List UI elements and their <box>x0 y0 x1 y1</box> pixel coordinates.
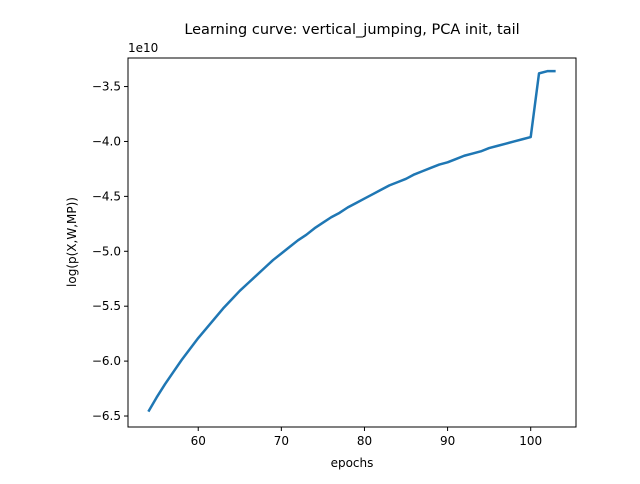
x-tick-label: 100 <box>519 434 542 448</box>
y-tick-label: −5.5 <box>92 299 121 313</box>
plot-frame <box>127 57 577 428</box>
plot-area: 60 70 80 90 100 −6.5 −6.0 −5.5 −5.0 −4.5 −4.0 −3.5 <box>92 57 577 448</box>
y-axis-label: log(p(X,W,MP)) <box>65 197 79 287</box>
y-offset-label: 1e10 <box>128 41 158 55</box>
y-tick-label: −6.5 <box>92 409 121 423</box>
y-tick-label: −6.0 <box>92 354 121 368</box>
x-tick-label: 70 <box>274 434 289 448</box>
y-tick-label: −4.5 <box>92 189 121 203</box>
y-tick-label: −3.5 <box>92 80 121 94</box>
chart-title: Learning curve: vertical_jumping, PCA in… <box>184 22 519 38</box>
y-tick-label: −5.0 <box>92 244 121 258</box>
x-tick-label: 60 <box>191 434 206 448</box>
x-tick-label: 80 <box>357 434 372 448</box>
y-tick-label: −4.0 <box>92 134 121 148</box>
x-axis-label: epochs <box>331 456 374 470</box>
x-tick-label: 90 <box>440 434 455 448</box>
series-line-0 <box>147 69 556 413</box>
